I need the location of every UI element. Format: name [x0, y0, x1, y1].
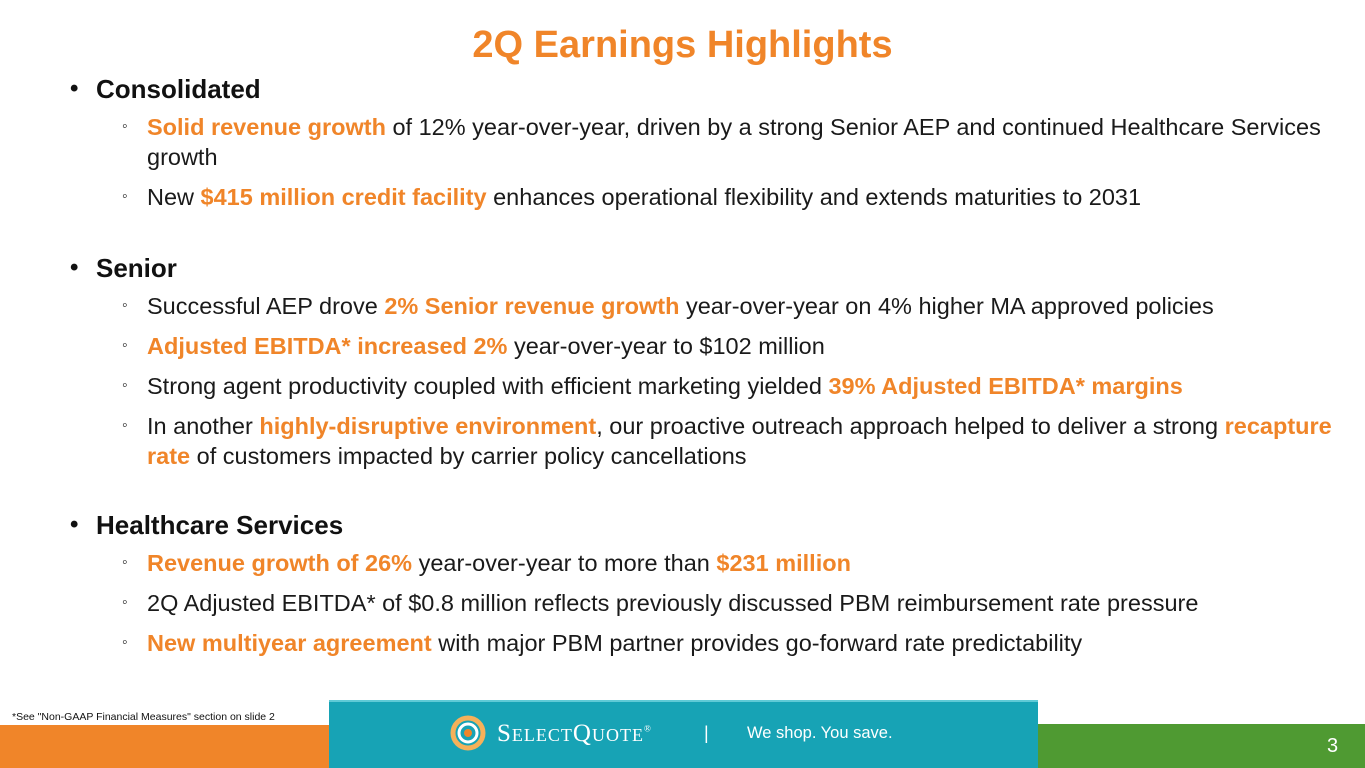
bullet-item: ◦ Revenue growth of 26% year-over-year to…	[70, 548, 1340, 578]
section-consolidated: • Consolidated ◦ Solid revenue growth of …	[70, 72, 1340, 222]
bullet-item: ◦ Solid revenue growth of 12% year-over-y…	[70, 112, 1340, 172]
bullet-text: year-over-year on 4% higher MA approved …	[679, 293, 1214, 319]
bullet-item: ◦ Strong agent productivity coupled with …	[70, 371, 1340, 401]
section-heading-text: Healthcare Services	[96, 509, 344, 540]
bullet-text: enhances operational flexibility and ext…	[486, 184, 1142, 210]
bullet-list: ◦ Successful AEP drove 2% Senior revenue …	[70, 291, 1340, 471]
highlight-text: recapture rate	[147, 413, 1332, 469]
footer-green-bar	[1037, 724, 1365, 768]
bullet-text: Strong agent productivity coupled with e…	[147, 373, 829, 399]
bullet-text: New	[147, 184, 201, 210]
highlight-text: $415 million credit facility	[200, 184, 487, 210]
sub-bullet-icon: ◦	[122, 118, 128, 135]
bullet-text: 2Q Adjusted EBITDA* of $0.8 million refl…	[147, 590, 1199, 616]
footer-orange-bar	[0, 725, 330, 768]
footer-tagline: We shop. You save.	[747, 724, 893, 742]
footnote: *See "Non-GAAP Financial Measures" secti…	[12, 711, 275, 723]
highlight-text: Adjusted EBITDA* increased 2%	[147, 333, 508, 359]
bullet-text: with major PBM partner provides go-forwa…	[431, 630, 1083, 656]
bullet-item: ◦ Adjusted EBITDA* increased 2% year-over…	[70, 331, 1340, 361]
bullet-item: ◦ New $415 million credit facility enhanc…	[70, 182, 1340, 212]
bullet-list: ◦ Solid revenue growth of 12% year-over-y…	[70, 112, 1340, 212]
bullet-item: ◦ In another highly-disruptive environmen…	[70, 411, 1340, 471]
bullet-item: ◦ 2Q Adjusted EBITDA* of $0.8 million ref…	[70, 588, 1340, 618]
section-heading: • Senior	[70, 251, 1340, 285]
sub-bullet-icon: ◦	[122, 594, 128, 611]
section-senior: • Senior ◦ Successful AEP drove 2% Senior…	[70, 251, 1340, 481]
sub-bullet-icon: ◦	[122, 337, 128, 354]
bullet-item: ◦ New multiyear agreement with major PBM …	[70, 628, 1340, 658]
bullet-text: year-over-year to more than	[412, 550, 717, 576]
sub-bullet-icon: ◦	[122, 377, 128, 394]
bullet-text: , our proactive outreach approach helped…	[596, 413, 1225, 439]
sub-bullet-icon: ◦	[122, 297, 128, 314]
sub-bullet-icon: ◦	[122, 634, 128, 651]
section-heading-text: Consolidated	[96, 73, 261, 104]
brand-name-text: SelectQuote	[497, 720, 644, 747]
highlight-text: New multiyear agreement	[147, 630, 432, 656]
bullet-text: In another	[147, 413, 260, 439]
bullet-text: of customers impacted by carrier policy …	[190, 443, 747, 469]
sub-bullet-icon: ◦	[122, 188, 128, 205]
bullet-text: of 12% year-over-year, driven by a stron…	[147, 114, 1321, 170]
highlight-text: $231 million	[716, 550, 851, 576]
highlight-text: Solid revenue growth	[147, 114, 386, 140]
brand-name: SelectQuote®	[497, 720, 652, 748]
bullet-dot-icon: •	[70, 511, 79, 538]
bullet-dot-icon: •	[70, 254, 79, 281]
section-healthcare-services: • Healthcare Services ◦ Revenue growth of…	[70, 508, 1340, 668]
page-number: 3	[1327, 735, 1339, 757]
section-heading: • Consolidated	[70, 72, 1340, 106]
highlight-text: 2% Senior revenue growth	[384, 293, 680, 319]
bullet-text: Successful AEP drove	[147, 293, 385, 319]
bullet-dot-icon: •	[70, 75, 79, 102]
bullet-item: ◦ Successful AEP drove 2% Senior revenue …	[70, 291, 1340, 321]
highlight-text: 39% Adjusted EBITDA* margins	[828, 373, 1183, 399]
bullet-text: year-over-year to $102 million	[507, 333, 825, 359]
highlight-text: Revenue growth of 26%	[147, 550, 413, 576]
highlight-text: highly-disruptive environment	[259, 413, 597, 439]
footer-separator: |	[704, 723, 709, 743]
section-heading-text: Senior	[96, 252, 177, 283]
slide-title: 2Q Earnings Highlights	[472, 24, 893, 66]
bullet-list: ◦ Revenue growth of 26% year-over-year to…	[70, 548, 1340, 658]
sub-bullet-icon: ◦	[122, 554, 128, 571]
sub-bullet-icon: ◦	[122, 417, 128, 434]
trademark-mark: ®	[643, 723, 652, 734]
section-heading: • Healthcare Services	[70, 508, 1340, 542]
selectquote-logo-icon	[450, 715, 486, 751]
footer-teal-banner	[329, 700, 1038, 768]
